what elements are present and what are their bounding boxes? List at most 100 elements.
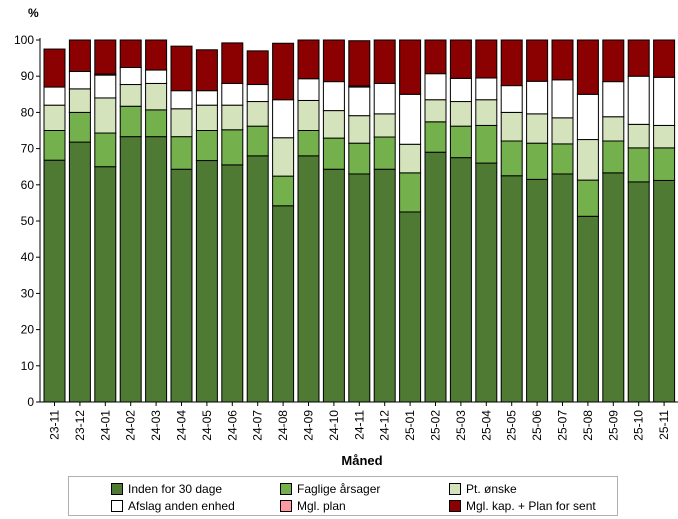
bar-segment <box>195 130 218 162</box>
legend-swatch <box>111 500 123 512</box>
x-tick-label: 24-06 <box>225 410 239 441</box>
bar-segment <box>399 143 422 174</box>
bar-segment <box>297 78 320 101</box>
x-tick-label: 23-11 <box>48 410 62 440</box>
bar-segment <box>653 147 676 181</box>
x-tick-label: 24-04 <box>175 410 189 441</box>
bar-segment <box>475 124 498 164</box>
bar-segment <box>119 105 142 138</box>
x-tick-label: 24-01 <box>98 410 112 441</box>
legend-label: Pt. ønske <box>466 482 517 496</box>
bar-segment <box>373 136 396 170</box>
bar-segment <box>195 90 218 106</box>
legend-item-pt-oenske: Pt. ønske <box>449 482 517 496</box>
bar-segment <box>399 172 422 213</box>
bar-segment <box>551 143 574 175</box>
bar-segment <box>119 136 142 403</box>
bar-segment <box>246 101 269 127</box>
x-tick-label: 24-11 <box>352 410 366 440</box>
bar-segment <box>449 77 472 103</box>
y-tick-label: 100 <box>14 33 34 47</box>
bar-segment <box>602 172 625 403</box>
bar-segment <box>373 39 396 84</box>
bar-segment <box>399 211 422 403</box>
legend-label: Mgl. kap. + Plan for sent <box>466 499 596 513</box>
bar-segment <box>297 99 320 132</box>
bar-segment <box>500 85 523 113</box>
bar-segment <box>475 99 498 126</box>
bar-segment <box>449 101 472 127</box>
bar-segment <box>170 90 193 110</box>
bar-segment <box>653 179 676 403</box>
bar-segment <box>576 215 599 403</box>
bar-segment <box>475 77 498 101</box>
y-tick-label: 70 <box>21 142 35 156</box>
bar-segment <box>627 147 650 183</box>
bar-segment <box>475 162 498 403</box>
bar-segment <box>272 42 295 101</box>
bar-segment <box>43 48 66 88</box>
x-tick-label: 25-04 <box>479 410 493 441</box>
bar-segment <box>373 82 396 115</box>
bar-segment <box>653 39 676 78</box>
bar-segment <box>221 42 244 84</box>
y-tick-label: 80 <box>21 105 35 119</box>
legend: Inden for 30 dage Faglige årsager Pt. øn… <box>68 476 618 516</box>
bar-segment <box>348 40 371 87</box>
bar-segment <box>602 39 625 83</box>
bar-segment <box>500 175 523 403</box>
x-tick-label: 25-08 <box>581 410 595 441</box>
bar-segment <box>145 109 168 138</box>
legend-swatch <box>449 483 461 495</box>
x-axis: 23-11 23-12 24-01 24-02 24-03 24-04 24-05 24-06… <box>40 401 678 441</box>
x-tick-label: 25-05 <box>505 410 519 441</box>
bar-segment <box>170 108 193 138</box>
y-tick-label: 50 <box>21 214 35 228</box>
legend-label: Inden for 30 dage <box>128 482 223 496</box>
y-tick-label: 60 <box>21 178 35 192</box>
bar-segment <box>576 179 599 217</box>
bar-segment <box>170 45 193 92</box>
bar-segment <box>475 39 498 79</box>
bar-segment <box>246 155 269 403</box>
bar-segment <box>348 86 371 117</box>
bar-segment <box>653 76 676 126</box>
bar-segment <box>246 50 269 86</box>
bar-segment <box>322 110 345 139</box>
bar-segment <box>348 142 371 175</box>
bar-segment <box>627 123 650 149</box>
bar-segment <box>94 39 117 75</box>
x-tick-label: 25-09 <box>606 410 620 441</box>
x-tick-label: 25-06 <box>530 410 544 441</box>
bar-segment <box>43 159 66 403</box>
y-tick-label: 20 <box>21 323 35 337</box>
bar-segment <box>500 140 523 177</box>
legend-item-afslag-anden-enhed: Afslag anden enhed <box>111 499 235 513</box>
bar-segment <box>272 137 295 177</box>
bar-segment <box>145 69 168 84</box>
bar-segment <box>373 168 396 403</box>
x-tick-label: 25-03 <box>454 410 468 441</box>
x-tick-label: 24-05 <box>200 410 214 441</box>
bar-segment <box>627 39 650 77</box>
x-tick-label: 24-03 <box>149 410 163 441</box>
bar-segment <box>602 81 625 118</box>
bar-segment <box>526 142 549 180</box>
y-tick-label: 0 <box>27 395 34 409</box>
bar-segment <box>119 39 142 69</box>
bar-segment <box>602 140 625 174</box>
bar-segment <box>399 93 422 145</box>
bar-segment <box>297 155 320 403</box>
bar-segment <box>627 181 650 403</box>
x-tick-label: 24-12 <box>378 410 392 441</box>
bar-segment <box>424 39 447 75</box>
bar-segment <box>424 121 447 153</box>
x-tick-label: 25-07 <box>556 410 570 441</box>
bar-segment <box>348 115 371 144</box>
bar-segment <box>272 175 295 207</box>
bar-segment <box>526 80 549 115</box>
bar-segment <box>449 125 472 159</box>
bar-segment <box>68 141 91 403</box>
y-tick-label: 30 <box>21 286 35 300</box>
bar-segment <box>43 104 66 132</box>
